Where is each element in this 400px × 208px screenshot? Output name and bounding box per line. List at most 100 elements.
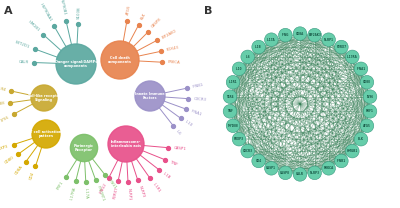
Text: PRF1: PRF1	[366, 109, 374, 113]
Text: T cell activation
pattern: T cell activation pattern	[30, 130, 62, 139]
Text: Cell death
components: Cell death components	[108, 56, 132, 64]
Text: IFNA1: IFNA1	[190, 109, 202, 117]
Circle shape	[308, 166, 322, 180]
Text: HSP90AA1: HSP90AA1	[39, 2, 53, 22]
Text: NLRP3: NLRP3	[138, 185, 145, 198]
Circle shape	[56, 44, 96, 84]
Text: FOXP3: FOXP3	[0, 144, 9, 152]
Text: IL6: IL6	[175, 129, 182, 136]
Text: HMGB1: HMGB1	[347, 149, 358, 153]
Circle shape	[360, 119, 374, 132]
Text: IL1B: IL1B	[162, 172, 171, 180]
Circle shape	[223, 105, 237, 118]
Text: TNF: TNF	[169, 160, 178, 166]
Circle shape	[264, 162, 278, 175]
Text: IL17RA: IL17RA	[69, 186, 76, 200]
Text: IFNG2: IFNG2	[99, 182, 108, 194]
Circle shape	[334, 40, 348, 54]
Text: CD80: CD80	[363, 80, 371, 84]
Text: CD4: CD4	[29, 171, 36, 180]
Text: Innate Immune
Factors: Innate Immune Factors	[135, 92, 165, 100]
Circle shape	[322, 162, 336, 175]
Text: IFNA1: IFNA1	[356, 67, 366, 71]
Text: NLRP1: NLRP1	[126, 187, 131, 200]
Circle shape	[363, 90, 377, 103]
Circle shape	[322, 33, 336, 46]
Text: Danger signal/DAMPs
components: Danger signal/DAMPs components	[55, 59, 97, 68]
Text: CXCR3: CXCR3	[193, 97, 207, 102]
Text: MYD88: MYD88	[0, 102, 5, 107]
Circle shape	[31, 85, 57, 111]
Circle shape	[346, 50, 359, 64]
Circle shape	[32, 120, 60, 148]
Text: IL17A: IL17A	[267, 38, 276, 42]
Circle shape	[108, 126, 144, 162]
Text: P2RX7: P2RX7	[112, 186, 119, 199]
Text: TLR4: TLR4	[0, 86, 6, 92]
Circle shape	[232, 132, 246, 146]
Circle shape	[241, 50, 254, 64]
Text: HSP90B1: HSP90B1	[59, 0, 67, 16]
Circle shape	[346, 144, 359, 158]
Circle shape	[363, 105, 377, 118]
Text: CD80: CD80	[4, 156, 15, 165]
Circle shape	[354, 132, 368, 146]
Circle shape	[252, 154, 266, 168]
Text: PRF1: PRF1	[56, 181, 65, 191]
Text: IL1R1: IL1R1	[229, 80, 237, 84]
Text: IFNB1: IFNB1	[337, 159, 346, 163]
Circle shape	[226, 76, 240, 89]
Circle shape	[223, 90, 237, 103]
Text: IL1B: IL1B	[255, 45, 262, 49]
Text: FDX43: FDX43	[166, 46, 180, 52]
Text: IFNG1: IFNG1	[107, 178, 117, 190]
Text: CALR: CALR	[18, 60, 28, 64]
Text: MYD88: MYD88	[228, 124, 238, 128]
Text: LY96: LY96	[366, 95, 374, 99]
Text: BLK: BLK	[358, 137, 364, 141]
Text: ATG5: ATG5	[126, 5, 132, 15]
Text: IFNB1: IFNB1	[192, 83, 204, 89]
Circle shape	[278, 28, 292, 42]
Text: IL10: IL10	[236, 67, 242, 71]
Text: EIF2AK3: EIF2AK3	[308, 33, 321, 37]
Text: CASP1: CASP1	[173, 146, 186, 151]
Text: IFNORT1: IFNORT1	[96, 184, 105, 202]
Text: IFNG: IFNG	[282, 33, 289, 37]
Text: TNF: TNF	[227, 109, 233, 113]
Text: HMGB1: HMGB1	[27, 20, 40, 32]
Text: B: B	[204, 6, 212, 16]
Text: S100B: S100B	[76, 6, 81, 19]
Text: BLK: BLK	[140, 12, 146, 21]
Text: IL6: IL6	[245, 55, 250, 59]
Text: IL1R1: IL1R1	[152, 182, 161, 193]
Text: CASP8: CASP8	[151, 17, 163, 29]
Text: A: A	[4, 6, 13, 16]
Text: LY96: LY96	[0, 115, 10, 123]
Circle shape	[252, 40, 266, 54]
Text: CD8A: CD8A	[15, 165, 24, 176]
Text: CASP8: CASP8	[280, 171, 290, 175]
Text: CD8A: CD8A	[296, 32, 304, 36]
Text: TLR4: TLR4	[226, 95, 234, 99]
Text: Inflammasome-
interleukin axis: Inflammasome- interleukin axis	[111, 140, 141, 149]
Circle shape	[278, 166, 292, 180]
Circle shape	[308, 28, 322, 42]
Circle shape	[264, 33, 278, 46]
Text: ATG5: ATG5	[363, 124, 371, 128]
Text: CXCR3: CXCR3	[243, 149, 253, 153]
Text: CD4: CD4	[256, 159, 262, 163]
Text: CALR: CALR	[296, 172, 304, 176]
Text: CASP1: CASP1	[266, 166, 276, 170]
Circle shape	[293, 168, 307, 181]
Circle shape	[360, 76, 374, 89]
Text: FOXP3: FOXP3	[234, 137, 244, 141]
Text: NLRP3: NLRP3	[310, 171, 320, 175]
Circle shape	[101, 41, 139, 79]
Text: IL10: IL10	[184, 120, 193, 128]
Text: PRKCA: PRKCA	[324, 166, 334, 170]
Circle shape	[70, 134, 98, 162]
Text: IL17A: IL17A	[84, 187, 89, 198]
Text: NLRP1: NLRP1	[324, 38, 334, 42]
Circle shape	[354, 62, 368, 76]
